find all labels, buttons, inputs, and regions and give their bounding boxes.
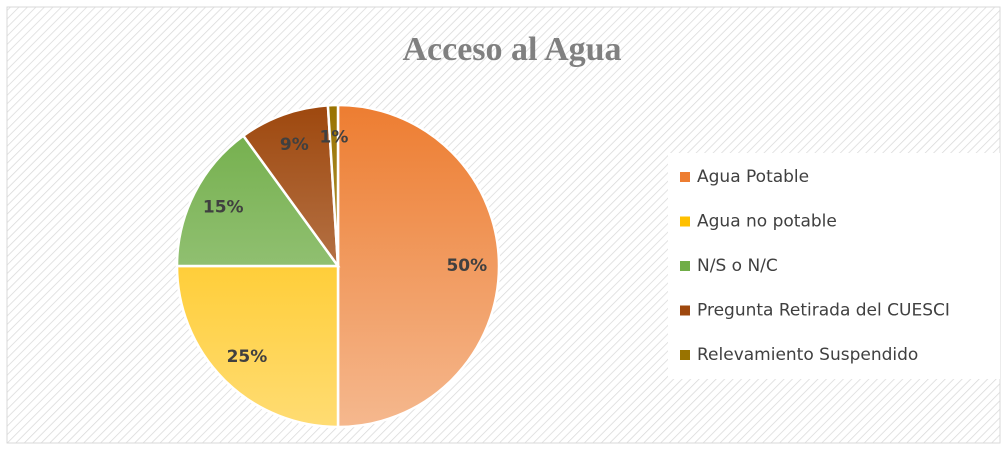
legend-label: Relevamiento Suspendido	[697, 345, 918, 365]
pie-slice	[175, 264, 340, 429]
legend-marker	[680, 305, 690, 316]
legend-label: Agua no potable	[697, 212, 837, 232]
legend-box	[668, 153, 1000, 379]
legend-marker	[680, 350, 690, 360]
data-label: 9%	[280, 135, 309, 155]
data-label: 15%	[203, 198, 244, 218]
data-label: 1%	[320, 127, 349, 147]
data-label: 25%	[227, 347, 268, 367]
pie-slice	[336, 103, 501, 429]
pie-slice	[326, 103, 340, 267]
legend-marker	[680, 172, 690, 182]
legend-marker	[680, 261, 690, 271]
legend-marker	[680, 216, 690, 227]
data-label: 50%	[446, 256, 487, 276]
pie-slice	[175, 134, 341, 268]
chart-title: Acceso al Agua	[402, 31, 621, 68]
legend-label: Agua Potable	[697, 167, 809, 187]
legend-label: Pregunta Retirada del CUESCI	[697, 301, 950, 321]
legend-label: N/S o N/C	[697, 256, 778, 276]
pie-slice	[241, 103, 340, 271]
